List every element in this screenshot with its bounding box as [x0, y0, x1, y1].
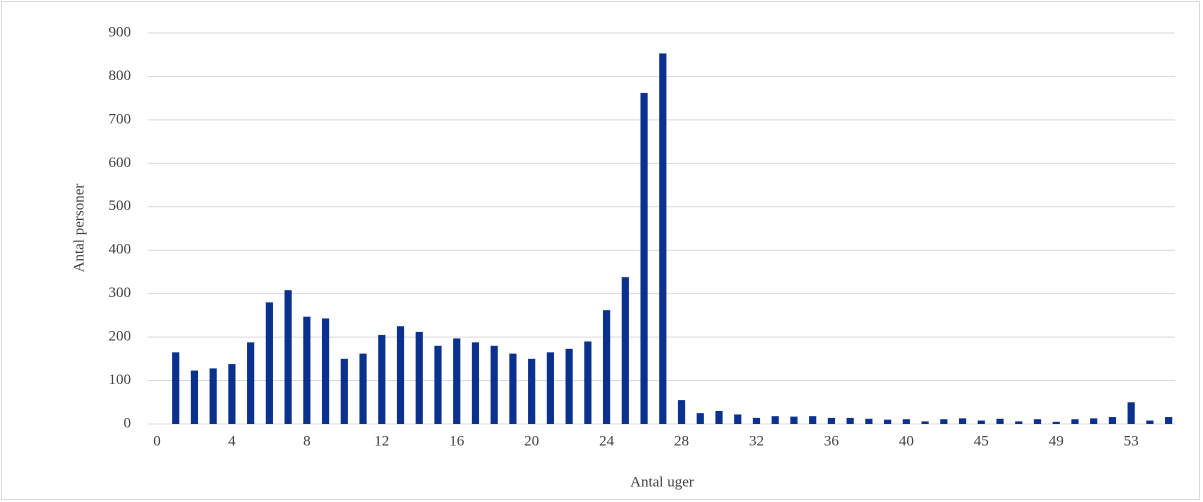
bar — [884, 419, 892, 424]
bar — [809, 416, 817, 424]
bar — [228, 364, 236, 424]
y-tick-label: 600 — [109, 155, 132, 171]
bar — [396, 326, 405, 424]
bar — [528, 358, 536, 424]
bar — [846, 417, 854, 424]
bar — [303, 316, 311, 424]
bar — [247, 342, 255, 424]
bar — [265, 302, 273, 424]
bar — [715, 410, 723, 424]
bar — [958, 418, 967, 424]
x-axis-title: Antal uger — [630, 474, 694, 490]
bar — [321, 318, 330, 424]
bar — [827, 417, 836, 424]
bar — [640, 92, 648, 424]
x-tick-label: 24 — [599, 433, 615, 449]
bar — [752, 417, 761, 424]
bar — [865, 418, 873, 424]
bar — [584, 341, 592, 424]
x-tick-label: 40 — [899, 433, 914, 449]
bar — [1033, 419, 1042, 424]
bar — [1127, 402, 1135, 424]
bar — [546, 352, 554, 424]
bar — [471, 342, 480, 424]
x-tick-label: 12 — [374, 433, 389, 449]
bar — [1090, 418, 1098, 424]
bar — [1108, 417, 1117, 424]
y-tick-label: 200 — [109, 329, 132, 345]
bar — [284, 290, 292, 424]
x-tick-label: 45 — [974, 433, 989, 449]
bar — [490, 345, 498, 424]
bar — [565, 348, 573, 424]
y-tick-label: 300 — [109, 285, 132, 301]
bar — [677, 400, 686, 424]
bar — [921, 421, 929, 424]
x-tick-label: 16 — [449, 433, 465, 449]
bar — [415, 331, 423, 424]
bar — [734, 414, 742, 424]
bar — [1146, 420, 1154, 424]
x-tick-label: 8 — [303, 433, 311, 449]
bar — [902, 419, 910, 424]
y-tick-label: 900 — [109, 24, 132, 40]
bar — [602, 310, 611, 424]
bar — [659, 53, 667, 425]
bar — [996, 418, 1004, 424]
bar — [340, 358, 348, 424]
bar — [434, 345, 442, 424]
bar — [509, 353, 517, 424]
y-tick-label: 0 — [124, 415, 132, 431]
y-tick-label: 700 — [109, 111, 132, 127]
bar — [209, 368, 217, 424]
bar — [1052, 421, 1060, 424]
bar — [453, 338, 461, 424]
bar — [696, 413, 704, 424]
bar — [1165, 417, 1173, 424]
y-tick-label: 800 — [109, 68, 132, 84]
bar — [378, 334, 386, 424]
bar — [190, 370, 199, 424]
bar — [977, 420, 985, 424]
x-tick-label: 0 — [153, 433, 161, 449]
x-tick-label: 20 — [524, 433, 539, 449]
y-tick-label: 500 — [109, 198, 132, 214]
x-tick-label: 32 — [749, 433, 764, 449]
bar — [790, 416, 798, 424]
bar — [1015, 421, 1023, 424]
x-tick-label: 53 — [1124, 433, 1139, 449]
y-axis-title: Antal personer — [71, 184, 87, 273]
y-tick-label: 400 — [109, 242, 132, 258]
bar — [1071, 419, 1079, 424]
bar — [940, 419, 948, 424]
bar — [621, 277, 629, 424]
bar — [172, 352, 180, 424]
x-tick-label: 49 — [1049, 433, 1064, 449]
y-tick-label: 100 — [109, 372, 132, 388]
bar — [359, 353, 367, 424]
x-tick-label: 36 — [824, 433, 840, 449]
x-tick-label: 28 — [674, 433, 689, 449]
x-tick-label: 4 — [228, 433, 236, 449]
bar — [771, 416, 779, 424]
